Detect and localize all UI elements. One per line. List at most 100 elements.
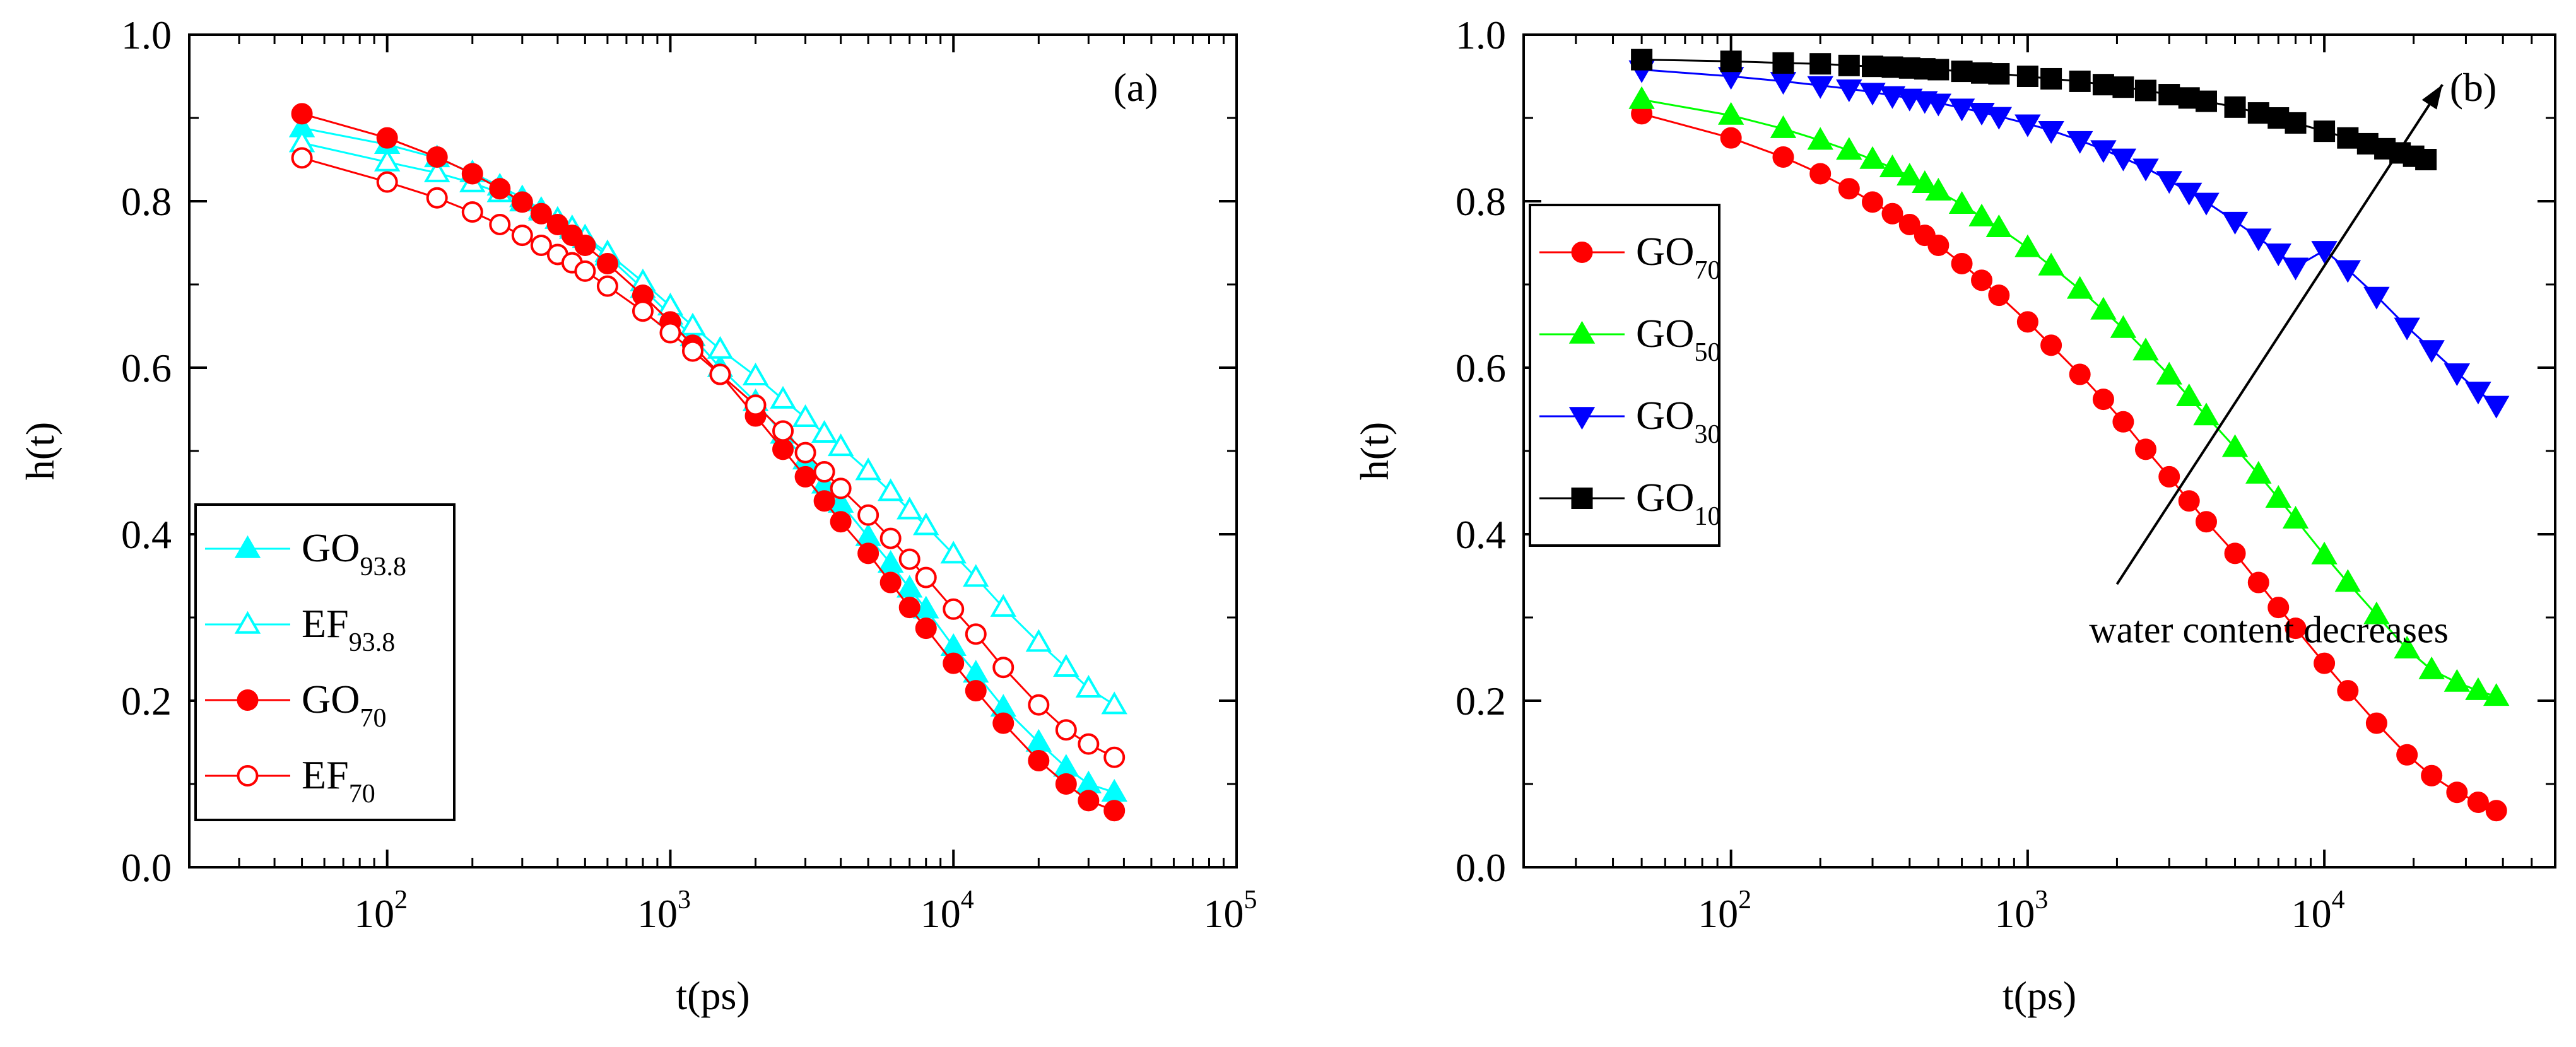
legend-box [1529,204,1720,547]
y-tick-label: 0.4 [1456,512,1506,557]
data-point [1988,63,2010,85]
data-point [1951,253,1973,274]
data-point [1985,107,2013,130]
data-point [1862,191,1884,213]
data-point [1927,59,1950,81]
series-go-70 [1631,103,2507,822]
data-point [2247,102,2269,124]
data-point [2265,484,2291,508]
series-line [1641,112,2497,812]
data-point [2267,597,2290,619]
series-go-30 [1628,60,2510,419]
data-point [2282,257,2309,281]
data-point [2176,383,2203,406]
data-point [2069,363,2091,385]
data-point [898,548,920,570]
series-go-50 [1628,86,2510,706]
data-point [2334,569,2361,592]
data-point [376,127,398,149]
data-point [1879,154,1906,177]
data-point [857,504,879,526]
x-tick-label: 104 [2291,886,2345,936]
data-point [1053,653,1079,677]
data-point [2112,76,2134,98]
data-point [574,260,596,282]
data-point [2156,171,2182,194]
data-point [632,300,654,322]
data-point [659,322,681,344]
data-point [2311,241,2338,264]
data-point [1075,674,1102,698]
data-point [530,202,552,225]
legend-label: GO10 [1636,475,1720,531]
legend-marker [1568,407,1596,430]
data-point [2356,132,2379,155]
series-ef-70 [291,147,1126,768]
data-point [2014,234,2041,257]
y-tick-label: 0.4 [121,512,172,557]
legend-marker [1571,242,1593,263]
data-point [742,362,769,385]
data-point [830,477,852,500]
data-point [1836,137,1862,160]
data-point [1772,146,1794,168]
data-point [813,461,835,483]
legend-marker [1571,488,1593,509]
data-point [857,542,879,564]
data-point [709,363,731,385]
data-point [530,234,552,256]
panel-label: (a) [1113,65,1158,110]
data-point [915,566,937,588]
data-point [940,633,967,656]
data-point [830,511,852,533]
data-point [2247,571,2269,594]
y-tick-label: 1.0 [1456,13,1506,57]
x-axis-label: t(ps) [676,973,750,1018]
y-tick-label: 1.0 [121,13,172,57]
annotation-arrowhead [2421,85,2443,110]
data-point [2038,252,2064,276]
legend-item: GO10 [1539,475,1720,531]
data-point [2195,90,2217,112]
legend-item: EF70 [205,752,375,809]
data-point [2421,764,2443,787]
data-point [2444,363,2471,387]
data-point [1720,50,1742,73]
data-point [546,213,568,235]
chart-panel-b: 0.0 0.2 0.4 0.6 0.8 1.0 102 103 104 t(ps) h(t) (b) w… [1352,13,2556,1018]
data-point [2483,683,2510,706]
data-point [1078,733,1100,755]
legend: GO70 GO50 GO30 GO10 [1529,204,1720,547]
data-point [2394,635,2420,658]
data-point [1968,203,1995,226]
series-go-70 [291,103,1126,822]
legend-marker [234,611,261,634]
data-point [770,385,796,409]
data-point [1838,54,1860,76]
data-point [2092,389,2114,411]
data-point [898,597,920,619]
series-line [1641,68,2497,406]
data-point [2040,334,2062,356]
data-point [2132,337,2159,361]
data-point [2195,511,2217,533]
data-point [1925,177,1952,201]
data-point [707,336,734,359]
data-point [2069,70,2091,92]
data-point [2337,127,2359,149]
data-point [1881,202,1903,225]
y-tick-label: 0.8 [1456,179,1506,224]
data-point [2483,395,2510,419]
data-point [426,187,448,209]
data-point [963,564,989,587]
data-point [2038,121,2064,144]
data-point [1807,127,1833,150]
data-point [1898,213,1920,235]
data-point [2193,192,2220,216]
data-point [2394,317,2420,341]
data-point [1055,719,1077,741]
legend-marker [1568,320,1596,344]
x-axis-label: t(ps) [2003,973,2076,1018]
y-tick-label: 0.6 [1456,346,1506,390]
data-point [1836,79,1862,103]
